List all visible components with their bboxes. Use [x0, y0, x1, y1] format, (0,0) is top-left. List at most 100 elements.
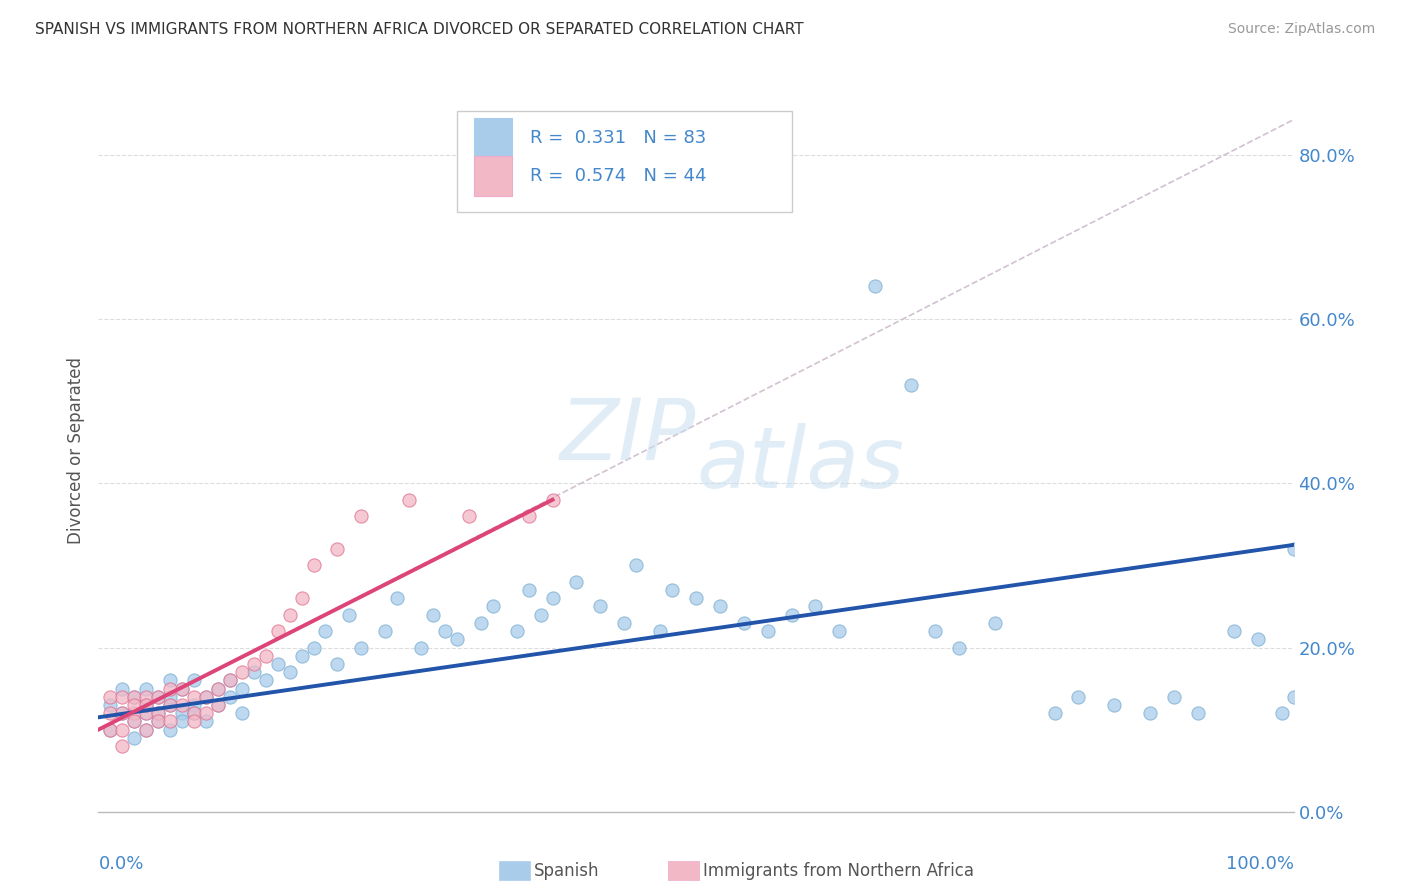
- Point: [350, 640, 373, 655]
- Point: [948, 640, 970, 655]
- Point: [446, 632, 468, 647]
- Point: [517, 509, 540, 524]
- Point: [541, 591, 564, 606]
- Point: [315, 624, 337, 639]
- Text: Source: ZipAtlas.com: Source: ZipAtlas.com: [1227, 22, 1375, 37]
- Point: [111, 723, 134, 737]
- Point: [124, 706, 146, 721]
- Point: [183, 690, 205, 704]
- Point: [207, 681, 229, 696]
- Point: [207, 698, 229, 712]
- Point: [291, 591, 314, 606]
- Point: [1043, 706, 1066, 721]
- Y-axis label: Divorced or Separated: Divorced or Separated: [66, 357, 84, 544]
- Point: [1223, 624, 1246, 639]
- Point: [1163, 690, 1185, 704]
- Point: [111, 690, 134, 704]
- Point: [243, 657, 266, 671]
- Point: [98, 690, 122, 704]
- Point: [756, 624, 779, 639]
- Point: [159, 673, 181, 688]
- Point: [231, 681, 253, 696]
- Point: [1067, 690, 1090, 704]
- Text: atlas: atlas: [696, 424, 904, 507]
- Point: [661, 582, 683, 597]
- Point: [291, 648, 314, 663]
- Point: [183, 706, 205, 721]
- Point: [135, 698, 157, 712]
- Point: [183, 698, 205, 712]
- Point: [111, 706, 134, 721]
- Point: [780, 607, 803, 622]
- Point: [159, 714, 181, 729]
- Point: [148, 714, 170, 729]
- Point: [111, 681, 134, 696]
- Point: [326, 541, 349, 556]
- Point: [685, 591, 707, 606]
- Point: [172, 698, 194, 712]
- Point: [195, 690, 218, 704]
- Point: [648, 624, 672, 639]
- Point: [458, 509, 481, 524]
- Point: [219, 690, 242, 704]
- Point: [541, 492, 564, 507]
- Point: [267, 624, 290, 639]
- Point: [924, 624, 946, 639]
- Text: ZIP: ZIP: [560, 394, 696, 477]
- Point: [1282, 690, 1305, 704]
- Point: [865, 279, 887, 293]
- Point: [1187, 706, 1209, 721]
- Point: [243, 665, 266, 680]
- Point: [231, 706, 253, 721]
- Point: [900, 377, 922, 392]
- Point: [111, 739, 134, 753]
- Point: [434, 624, 457, 639]
- Point: [302, 558, 325, 573]
- Point: [124, 690, 146, 704]
- Point: [159, 698, 181, 712]
- Point: [804, 599, 827, 614]
- Point: [135, 706, 157, 721]
- Point: [984, 615, 1007, 630]
- Point: [374, 624, 396, 639]
- Point: [709, 599, 731, 614]
- Point: [148, 706, 170, 721]
- Point: [195, 706, 218, 721]
- Bar: [474, 118, 512, 158]
- Point: [398, 492, 420, 507]
- Text: Immigrants from Northern Africa: Immigrants from Northern Africa: [703, 862, 974, 880]
- Point: [565, 574, 588, 589]
- Point: [1104, 698, 1126, 712]
- Point: [148, 690, 170, 704]
- Point: [339, 607, 361, 622]
- Point: [98, 723, 122, 737]
- Point: [135, 723, 157, 737]
- Point: [219, 673, 242, 688]
- Point: [506, 624, 529, 639]
- Point: [470, 615, 492, 630]
- Point: [124, 731, 146, 745]
- Point: [159, 698, 181, 712]
- Point: [207, 681, 229, 696]
- Point: [828, 624, 851, 639]
- Point: [159, 723, 181, 737]
- Point: [613, 615, 636, 630]
- Point: [124, 698, 146, 712]
- Point: [98, 723, 122, 737]
- Point: [278, 665, 301, 680]
- Text: Spanish: Spanish: [534, 862, 600, 880]
- Point: [1139, 706, 1161, 721]
- Point: [411, 640, 433, 655]
- Point: [517, 582, 540, 597]
- Point: [481, 599, 505, 614]
- Text: 0.0%: 0.0%: [98, 855, 143, 873]
- Point: [98, 698, 122, 712]
- Point: [626, 558, 648, 573]
- Bar: [474, 156, 512, 196]
- Point: [172, 681, 194, 696]
- Point: [326, 657, 349, 671]
- Point: [350, 509, 373, 524]
- Point: [135, 706, 157, 721]
- Point: [589, 599, 612, 614]
- Point: [183, 706, 205, 721]
